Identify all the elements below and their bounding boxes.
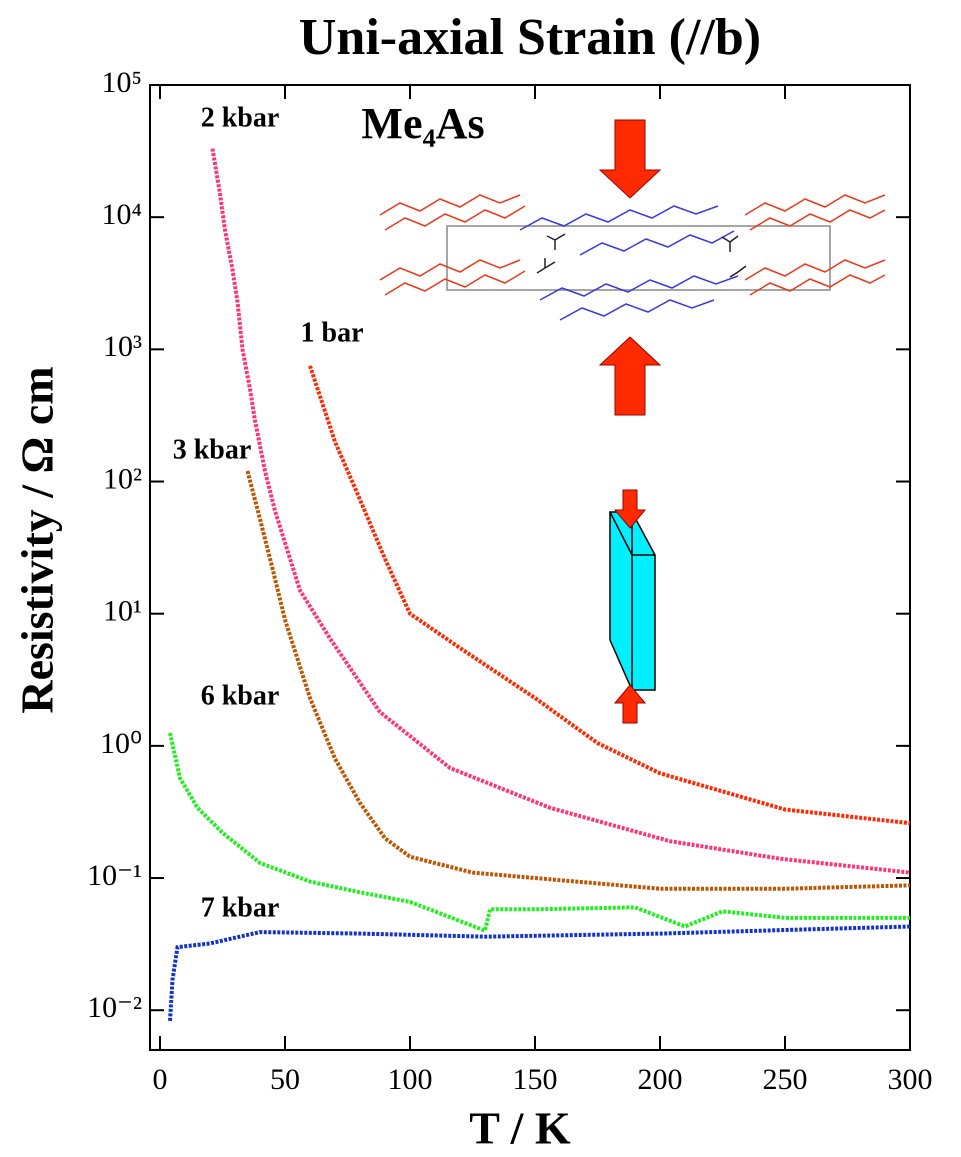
annotation: Me₄As: [361, 99, 484, 148]
x-tick-label: 0: [153, 1063, 168, 1096]
y-tick-label: 10⁻²: [87, 991, 142, 1024]
y-tick-label: 10⁴: [102, 198, 142, 231]
unit-cell: [446, 225, 831, 291]
y-tick-label: 10⁻¹: [87, 859, 142, 892]
x-tick-label: 200: [638, 1063, 683, 1096]
arrow-up: [598, 336, 662, 416]
y-axis-label: Resistivity / Ω cm: [12, 366, 63, 713]
cations: [536, 233, 747, 278]
y-tick-label: 10²: [103, 462, 142, 495]
annotation: 3 kbar: [173, 434, 252, 465]
x-tick-label: 150: [513, 1063, 558, 1096]
chart-title: Uni-axial Strain (//b): [299, 9, 761, 66]
annotation: 2 kbar: [201, 102, 280, 133]
y-tick-label: 10⁰: [100, 727, 142, 760]
annotation: 6 kbar: [201, 680, 280, 711]
inset-diagram: [379, 119, 886, 724]
arrow-down-small: [613, 489, 647, 529]
series-line: [245, 470, 911, 891]
y-tick-label: 10⁵: [102, 66, 142, 99]
x-tick-label: 300: [888, 1063, 933, 1096]
series-line: [168, 732, 910, 934]
molecules-blue: [519, 205, 739, 321]
series-line: [308, 365, 911, 826]
y-tick-label: 10¹: [103, 595, 142, 628]
molecules-red: [379, 194, 886, 296]
x-tick-label: 50: [270, 1063, 300, 1096]
arrow-up-small: [613, 684, 647, 724]
x-tick-label: 250: [763, 1063, 808, 1096]
annotation: 7 kbar: [201, 892, 280, 923]
series-line: [168, 924, 911, 1022]
crystal-edges: [609, 511, 655, 690]
annotation: 1 bar: [301, 317, 364, 348]
y-tick-label: 10³: [103, 330, 142, 363]
x-axis-label: T / K: [469, 1103, 571, 1154]
arrow-down: [598, 119, 662, 199]
x-tick-label: 100: [388, 1063, 433, 1096]
plot-frame: [149, 84, 911, 1051]
series-line: [210, 148, 911, 875]
